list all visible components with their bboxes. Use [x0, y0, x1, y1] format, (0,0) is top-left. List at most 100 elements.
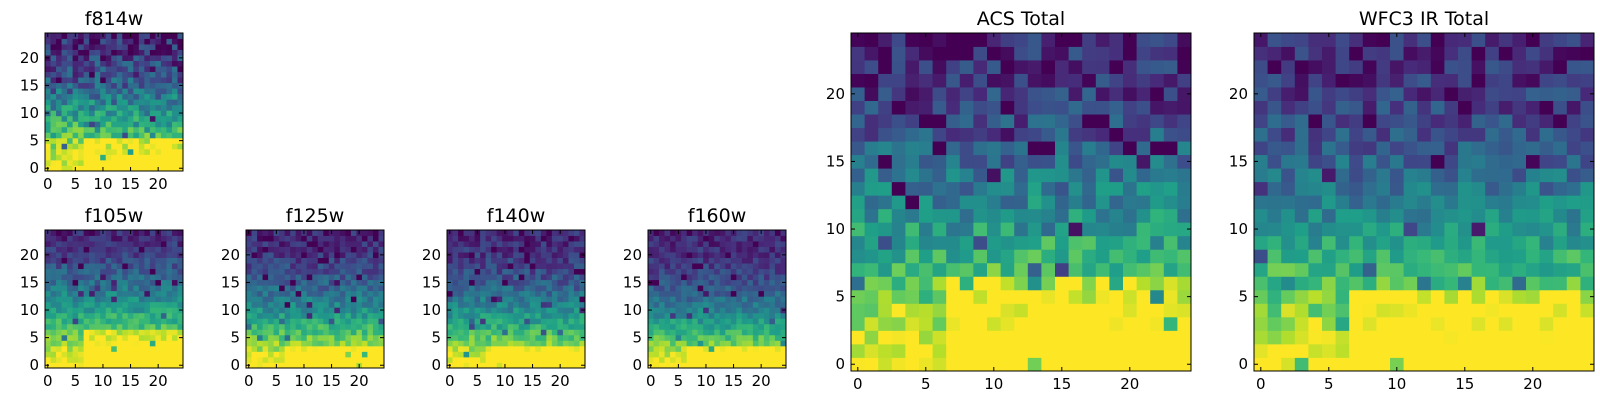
heatmap-cell: [1430, 141, 1445, 156]
heatmap-cell: [507, 235, 514, 242]
heatmap-cell: [491, 246, 498, 253]
heatmap-cell: [725, 285, 732, 292]
x-tick-label: 15: [724, 372, 743, 390]
heatmap-cell: [116, 362, 123, 369]
heatmap-cell: [72, 334, 79, 341]
heatmap-cell: [524, 235, 531, 242]
heatmap-cell: [1553, 73, 1568, 88]
heatmap-cell: [273, 290, 280, 297]
heatmap-cell: [72, 159, 79, 166]
heatmap-cell: [507, 230, 514, 236]
heatmap-cell: [1163, 316, 1178, 331]
heatmap-cell: [290, 268, 297, 275]
heatmap-cell: [72, 252, 79, 258]
heatmap-cell: [513, 362, 520, 369]
heatmap-cell: [367, 285, 374, 292]
heatmap-cell: [105, 329, 112, 336]
heatmap-cell: [149, 356, 156, 363]
heatmap-cell: [67, 356, 73, 363]
heatmap-cell: [551, 252, 558, 258]
heatmap-cell: [94, 296, 101, 303]
heatmap-cell: [262, 263, 269, 270]
heatmap-cell: [681, 285, 688, 292]
heatmap-cell: [1526, 60, 1540, 74]
heatmap-cell: [973, 87, 988, 101]
heatmap-cell: [1471, 316, 1486, 331]
heatmap-cell: [546, 235, 553, 242]
heatmap-cell: [155, 296, 162, 303]
heatmap-cell: [127, 115, 134, 122]
heatmap-cell: [133, 356, 140, 363]
heatmap-cell: [697, 279, 704, 286]
heatmap-cell: [485, 257, 492, 264]
heatmap-cell: [78, 93, 85, 100]
heatmap-cell: [284, 296, 291, 303]
heatmap-cell: [1539, 127, 1554, 142]
heatmap-cell: [155, 252, 162, 258]
heatmap-cell: [89, 307, 96, 314]
heatmap-cell: [1014, 249, 1029, 264]
heatmap-cell: [251, 290, 258, 297]
heatmap-cell: [268, 296, 274, 303]
heatmap-cell: [725, 241, 732, 247]
heatmap-cell: [973, 154, 988, 169]
heatmap-cell: [518, 323, 525, 330]
heatmap-cell: [1417, 208, 1432, 223]
heatmap-cell: [697, 252, 704, 258]
heatmap-cell: [100, 132, 107, 139]
heatmap-cell: [946, 208, 961, 223]
heatmap-cell: [973, 249, 988, 264]
heatmap-cell: [301, 301, 308, 308]
heatmap-cell: [273, 351, 280, 358]
heatmap-cell: [171, 137, 178, 144]
heatmap-cell: [122, 351, 129, 358]
heatmap-cell: [89, 33, 96, 39]
heatmap-cell: [1444, 141, 1459, 156]
heatmap-cell: [763, 329, 770, 336]
heatmap-cell: [919, 100, 933, 115]
heatmap-cell: [1177, 343, 1192, 358]
heatmap-cell: [518, 334, 525, 341]
heatmap-cell: [480, 356, 487, 363]
heatmap-cell: [111, 93, 118, 100]
heatmap-cell: [1041, 46, 1056, 61]
heatmap-cell: [452, 323, 459, 330]
heatmap-cell: [1471, 303, 1486, 318]
heatmap-cell: [1254, 87, 1268, 101]
heatmap-cell: [1095, 289, 1110, 304]
heatmap-cell: [1553, 316, 1568, 331]
heatmap-cell: [72, 66, 79, 73]
heatmap-cell: [72, 257, 79, 264]
heatmap-cell: [659, 268, 665, 275]
heatmap-cell: [72, 274, 79, 281]
heatmap-cell: [133, 33, 140, 39]
heatmap-cell: [648, 268, 654, 275]
heatmap-cell: [1335, 208, 1350, 223]
heatmap-cell: [1553, 289, 1568, 304]
heatmap-cell: [670, 274, 676, 281]
heatmap-cell: [1322, 60, 1336, 74]
heatmap-cell: [306, 246, 313, 253]
heatmap-cell: [905, 141, 920, 156]
heatmap-cell: [1082, 181, 1097, 196]
heatmap-cell: [1294, 127, 1309, 142]
heatmap-cell: [697, 268, 704, 275]
heatmap-cell: [133, 285, 140, 292]
heatmap-cell: [361, 323, 368, 330]
heatmap-cell: [367, 263, 374, 270]
heatmap-cell: [56, 235, 62, 242]
heatmap-cell: [89, 296, 96, 303]
heatmap-cell: [714, 268, 721, 275]
heatmap-cell: [675, 290, 682, 297]
heatmap-cell: [116, 290, 123, 297]
heatmap-cell: [45, 290, 51, 297]
heatmap-cell: [1580, 208, 1595, 223]
heatmap-cell: [1444, 87, 1459, 101]
heatmap-cell: [763, 356, 770, 363]
heatmap-cell: [116, 356, 123, 363]
heatmap-cell: [551, 279, 558, 286]
heatmap-cell: [1444, 46, 1459, 61]
heatmap-cell: [284, 274, 291, 281]
heatmap-cell: [1444, 262, 1459, 277]
heatmap-cell: [1526, 235, 1540, 250]
